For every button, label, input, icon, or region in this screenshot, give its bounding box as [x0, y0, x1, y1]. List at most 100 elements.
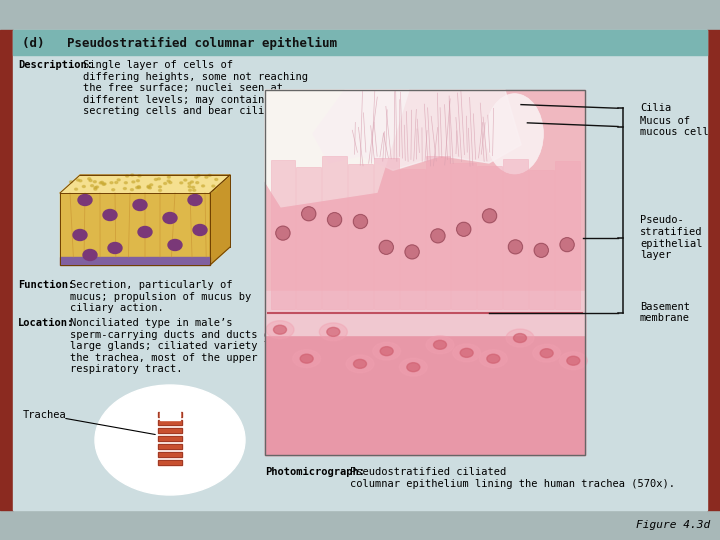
- Bar: [158, 428, 182, 433]
- Ellipse shape: [197, 174, 200, 177]
- Text: Trachea: Trachea: [23, 410, 67, 420]
- Text: Function:: Function:: [18, 280, 74, 290]
- Polygon shape: [297, 167, 321, 309]
- Ellipse shape: [103, 183, 106, 185]
- Ellipse shape: [213, 190, 216, 191]
- Ellipse shape: [164, 392, 176, 402]
- Ellipse shape: [75, 188, 78, 190]
- Ellipse shape: [292, 349, 320, 368]
- Bar: [265, 291, 585, 335]
- Ellipse shape: [354, 359, 366, 368]
- Ellipse shape: [96, 186, 99, 188]
- Ellipse shape: [112, 189, 114, 191]
- Ellipse shape: [431, 229, 445, 243]
- Ellipse shape: [208, 174, 211, 177]
- Ellipse shape: [108, 242, 122, 253]
- Ellipse shape: [513, 334, 526, 342]
- Ellipse shape: [94, 188, 97, 190]
- Ellipse shape: [274, 325, 287, 334]
- Bar: [158, 412, 182, 417]
- Ellipse shape: [276, 226, 290, 240]
- Polygon shape: [322, 156, 347, 309]
- Ellipse shape: [328, 213, 342, 227]
- Ellipse shape: [99, 182, 102, 184]
- Ellipse shape: [79, 180, 82, 182]
- Ellipse shape: [193, 225, 207, 235]
- Ellipse shape: [453, 344, 481, 362]
- Text: Nonciliated type in male’s
sperm-carrying ducts and ducts of
large glands; cilia: Nonciliated type in male’s sperm-carryin…: [70, 318, 295, 374]
- Ellipse shape: [125, 182, 127, 184]
- Bar: [158, 460, 182, 465]
- Ellipse shape: [73, 230, 87, 240]
- Ellipse shape: [405, 245, 419, 259]
- Polygon shape: [60, 175, 230, 193]
- Ellipse shape: [163, 213, 177, 224]
- Ellipse shape: [460, 348, 473, 357]
- Polygon shape: [271, 160, 295, 309]
- Ellipse shape: [379, 240, 393, 254]
- Ellipse shape: [147, 186, 150, 188]
- Bar: [158, 412, 182, 417]
- Ellipse shape: [508, 240, 523, 254]
- Ellipse shape: [193, 189, 196, 191]
- Bar: [158, 444, 182, 449]
- Ellipse shape: [138, 175, 141, 177]
- Ellipse shape: [192, 186, 194, 188]
- Ellipse shape: [76, 179, 79, 181]
- Ellipse shape: [167, 176, 171, 178]
- Ellipse shape: [159, 396, 181, 414]
- Ellipse shape: [158, 178, 161, 180]
- Text: Pseudostratified ciliated
columnar epithelium lining the human trachea (570x).: Pseudostratified ciliated columnar epith…: [350, 467, 675, 489]
- Ellipse shape: [168, 240, 182, 251]
- Bar: [60, 257, 210, 265]
- Ellipse shape: [215, 178, 217, 180]
- Ellipse shape: [154, 179, 158, 180]
- Ellipse shape: [130, 188, 133, 191]
- Text: Basement
membrane: Basement membrane: [640, 302, 690, 323]
- Bar: [158, 436, 182, 441]
- Bar: [265, 90, 585, 455]
- Polygon shape: [265, 90, 409, 207]
- Polygon shape: [400, 170, 425, 309]
- Ellipse shape: [196, 181, 199, 184]
- Text: Cilia: Cilia: [640, 103, 671, 113]
- Bar: [265, 90, 585, 455]
- Text: Photomicrograph:: Photomicrograph:: [265, 467, 365, 477]
- Ellipse shape: [188, 194, 202, 206]
- Ellipse shape: [559, 352, 588, 370]
- Bar: [265, 316, 585, 455]
- Ellipse shape: [126, 175, 129, 177]
- Text: Pseudo-
stratified
epithelial
layer: Pseudo- stratified epithelial layer: [640, 215, 703, 260]
- Bar: [158, 460, 182, 465]
- Ellipse shape: [83, 249, 97, 260]
- Ellipse shape: [117, 179, 120, 181]
- Ellipse shape: [188, 186, 191, 187]
- Text: Single layer of cells of
differing heights, some not reaching
the free surface; : Single layer of cells of differing heigh…: [83, 60, 308, 117]
- Polygon shape: [554, 161, 580, 309]
- Ellipse shape: [132, 181, 135, 183]
- Ellipse shape: [138, 226, 152, 238]
- Ellipse shape: [138, 186, 140, 188]
- Ellipse shape: [123, 187, 127, 190]
- Ellipse shape: [400, 358, 428, 376]
- Ellipse shape: [150, 184, 153, 186]
- Text: Mucus of
mucous cell: Mucus of mucous cell: [640, 116, 708, 137]
- Ellipse shape: [506, 329, 534, 347]
- Bar: [707, 30, 720, 510]
- Ellipse shape: [184, 179, 186, 181]
- Ellipse shape: [533, 344, 561, 362]
- Bar: [158, 428, 182, 433]
- Ellipse shape: [212, 185, 215, 187]
- Ellipse shape: [487, 354, 500, 363]
- Ellipse shape: [135, 186, 139, 188]
- Bar: [13, 30, 707, 55]
- Ellipse shape: [133, 199, 147, 211]
- Bar: [158, 420, 182, 425]
- Ellipse shape: [88, 178, 91, 180]
- Bar: [158, 420, 182, 425]
- Text: Figure 4.3d: Figure 4.3d: [636, 520, 710, 530]
- Ellipse shape: [456, 222, 471, 237]
- Ellipse shape: [70, 181, 73, 183]
- Ellipse shape: [300, 354, 313, 363]
- Ellipse shape: [407, 363, 420, 372]
